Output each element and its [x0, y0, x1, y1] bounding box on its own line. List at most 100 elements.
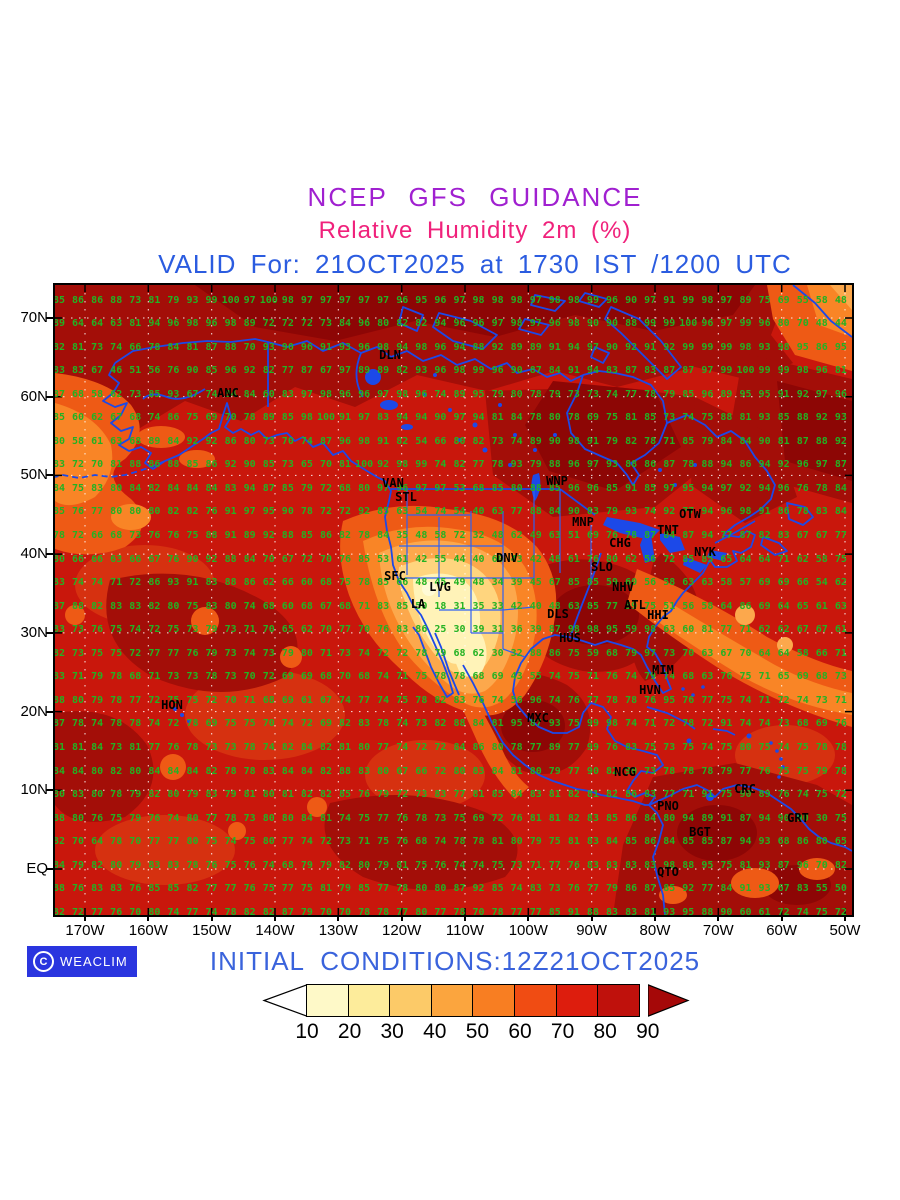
rh-value: 75 [415, 671, 428, 683]
rh-value: 71 [319, 647, 332, 659]
rh-value: 63 [701, 647, 714, 659]
rh-value: 72 [396, 647, 409, 659]
initial-conditions-line: INITIAL CONDITIONS:12Z21OCT2025 [209, 946, 701, 976]
rh-value: 78 [663, 765, 676, 777]
rh-value: 55 [434, 553, 447, 565]
rh-value: 79 [205, 647, 218, 659]
rh-value: 64 [758, 647, 771, 659]
axis-tick [46, 474, 54, 477]
rh-value: 98 [663, 859, 676, 871]
rh-value: 78 [796, 506, 809, 518]
rh-value: 94 [758, 812, 771, 824]
rh-value: 73 [663, 647, 676, 659]
rh-value: 62 [625, 553, 638, 565]
rh-value: 96 [796, 459, 809, 471]
rh-value: 75 [167, 694, 180, 706]
rh-value: 78 [453, 836, 466, 848]
rh-value: 74 [701, 741, 714, 753]
rh-value: 84 [663, 530, 676, 541]
rh-value: 60 [739, 906, 752, 917]
rh-value: 92 [262, 530, 275, 541]
rh-value: 50 [415, 600, 428, 612]
rh-value: 92 [205, 553, 218, 565]
rh-value: 88 [224, 577, 237, 589]
rh-value: 97 [243, 294, 256, 306]
rh-value: 82 [53, 341, 66, 353]
rh-value: 79 [300, 859, 313, 871]
rh-value: 73 [129, 294, 142, 306]
rh-value: 96 [796, 859, 809, 871]
rh-value: 77 [148, 647, 161, 659]
rh-value: 80 [224, 600, 237, 612]
rh-value: 88 [205, 530, 218, 541]
rh-value: 68 [682, 671, 695, 683]
rh-value: 76 [396, 812, 409, 824]
rh-value: 85 [358, 883, 371, 895]
axis-tick [843, 915, 846, 921]
rh-value: 44 [453, 553, 466, 565]
rh-value: 78 [834, 765, 847, 777]
rh-value: 98 [319, 388, 332, 400]
rh-value: 78 [491, 459, 504, 471]
rh-value: 73 [644, 765, 657, 777]
rh-value: 84 [72, 765, 85, 777]
rh-value: 65 [720, 553, 733, 565]
rh-value: 63 [701, 577, 714, 589]
rh-value: 48 [548, 600, 561, 612]
rh-value: 80 [110, 482, 123, 494]
rh-value: 88 [586, 906, 599, 917]
rh-value: 83 [644, 859, 657, 871]
lat-tick-label: 70N [20, 309, 48, 326]
rh-value: 71 [243, 624, 256, 636]
rh-value: 100 [259, 294, 278, 306]
rh-value: 80 [262, 789, 275, 801]
rh-value: 97 [663, 482, 676, 494]
rh-value: 83 [529, 789, 542, 801]
rh-value: 89 [358, 365, 371, 377]
rh-value: 75 [644, 600, 657, 612]
rh-value: 72 [319, 836, 332, 848]
rh-value: 96 [548, 318, 561, 330]
rh-value: 81 [186, 341, 199, 353]
weaclim-logo: C WEACLIM [27, 946, 137, 977]
rh-value: 42 [510, 600, 523, 612]
rh-value: 81 [491, 836, 504, 848]
rh-value: 93 [415, 365, 428, 377]
rh-value: 90 [567, 506, 580, 518]
rh-value: 80 [129, 765, 142, 777]
rh-value: 77 [834, 530, 847, 541]
rh-value: 97 [644, 647, 657, 659]
rh-value: 81 [129, 318, 142, 330]
rh-value: 91 [567, 365, 580, 377]
rh-value: 76 [396, 836, 409, 848]
rh-value: 86 [777, 506, 790, 518]
rh-value: 84 [834, 506, 847, 518]
rh-value: 88 [129, 459, 142, 471]
rh-value: 79 [72, 859, 85, 871]
rh-value: 80 [72, 694, 85, 706]
rh-value: 83 [377, 412, 390, 424]
station-label: MIM [652, 663, 674, 677]
rh-value: 94 [701, 482, 714, 494]
rh-value: 81 [129, 741, 142, 753]
rh-value: 96 [396, 482, 409, 494]
rh-value: 85 [586, 600, 599, 612]
rh-value: 77 [186, 906, 199, 917]
station-label: HUS [559, 631, 581, 645]
rh-value: 44 [834, 318, 847, 330]
rh-value: 91 [720, 812, 733, 824]
rh-value: 81 [243, 789, 256, 801]
coastline [55, 285, 852, 915]
rh-value: 81 [110, 459, 123, 471]
rh-value: 75 [567, 671, 580, 683]
axis-tick [400, 915, 403, 921]
rh-value: 72 [148, 694, 161, 706]
rh-value: 72 [663, 553, 676, 565]
rh-value: 80 [72, 812, 85, 824]
rh-value: 74 [796, 906, 809, 917]
rh-value: 78 [605, 694, 619, 706]
rh-value: 80 [415, 883, 428, 895]
rh-value: 73 [224, 624, 237, 636]
rh-value: 91 [644, 341, 657, 353]
